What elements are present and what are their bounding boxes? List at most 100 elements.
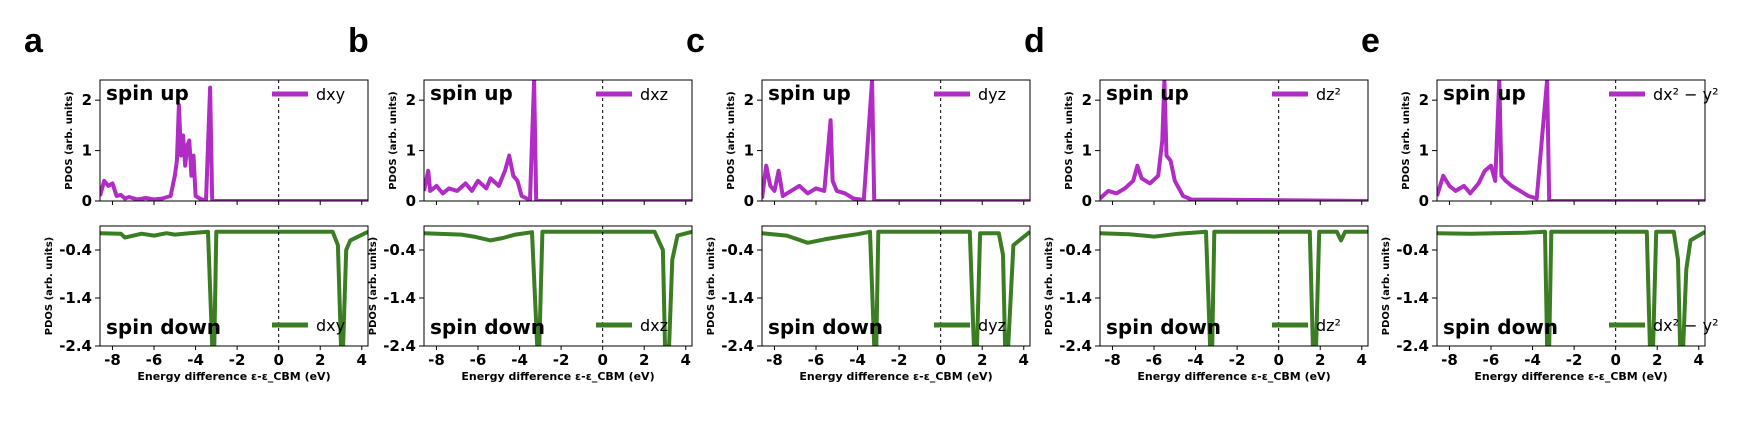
y-axis-label-down: PDOS (arb. units) [706, 237, 717, 335]
y-axis-label-up: PDOS (arb. units) [1401, 91, 1412, 189]
ytick-label: 0 [1082, 192, 1092, 210]
legend-label-up: dz² [1316, 85, 1341, 104]
ytick-label: 2 [1082, 91, 1092, 109]
ytick-label: -0.4 [59, 241, 92, 259]
axes-frame-down [1099, 225, 1369, 347]
xtick-label: 0 [597, 351, 607, 369]
xtick-label: 2 [977, 351, 987, 369]
axes-frame-down [761, 225, 1031, 347]
x-axis-label: Energy difference ε-ε_CBM (eV) [799, 370, 992, 383]
ytick-label: -2.4 [1396, 337, 1429, 355]
ytick-label: -2.4 [383, 337, 416, 355]
spin-down-series [762, 229, 1030, 346]
xtick-label: -6 [146, 351, 163, 369]
x-axis-label: Energy difference ε-ε_CBM (eV) [1137, 370, 1330, 383]
legend-label-up: dxy [316, 85, 345, 104]
spin-up-title: spin up [106, 81, 189, 105]
ytick-label: -0.4 [383, 241, 416, 259]
spin-down-series [100, 229, 368, 346]
axes-frame-up [1436, 79, 1706, 202]
axes-frame-up [1099, 79, 1369, 202]
xtick-label: -6 [1146, 351, 1163, 369]
xtick-label: 4 [681, 351, 691, 369]
axes-frame-up [99, 79, 369, 202]
xtick-label: -2 [1566, 351, 1583, 369]
x-axis-label: Energy difference ε-ε_CBM (eV) [137, 370, 330, 383]
spin-down-series [1100, 229, 1368, 346]
spin-up-series [424, 80, 692, 201]
xtick-label: -6 [1483, 351, 1500, 369]
y-axis-label-down: PDOS (arb. units) [44, 237, 55, 335]
xtick-label: -6 [808, 351, 825, 369]
panel-b: b 0 1 2 spin up dxz PDOS (arb. units) -0.4 -1.4 -… [348, 22, 693, 383]
axes-frame-down [1436, 225, 1706, 347]
xtick-label: -4 [1524, 351, 1541, 369]
y-axis-label-down: PDOS (arb. units) [368, 237, 379, 335]
y-axis-label-up: PDOS (arb. units) [1064, 91, 1075, 189]
ytick-label: -1.4 [1396, 289, 1429, 307]
ytick-label: -2.4 [1059, 337, 1092, 355]
spin-down-title: spin down [768, 315, 883, 339]
ytick-label: -2.4 [721, 337, 754, 355]
y-axis-label-up: PDOS (arb. units) [64, 91, 75, 189]
xtick-label: -8 [766, 351, 783, 369]
xtick-label: 2 [1652, 351, 1662, 369]
axes-frame-up [761, 79, 1031, 202]
ytick-label: 2 [744, 91, 754, 109]
xtick-label: 2 [315, 351, 325, 369]
panel-e: e 0 1 2 spin up dx² − y² PDOS (arb. units) -0.4… [1361, 22, 1719, 383]
ytick-label: -1.4 [59, 289, 92, 307]
ytick-label: -0.4 [1396, 241, 1429, 259]
xtick-label: -2 [229, 351, 246, 369]
y-axis-label-up: PDOS (arb. units) [388, 91, 399, 189]
spin-up-title: spin up [768, 81, 851, 105]
xtick-label: -2 [891, 351, 908, 369]
x-axis-label: Energy difference ε-ε_CBM (eV) [1474, 370, 1667, 383]
xtick-label: -8 [1441, 351, 1458, 369]
ytick-label: -1.4 [383, 289, 416, 307]
axes-frame-down [423, 225, 693, 347]
panel-label: a [24, 22, 44, 60]
xtick-label: -6 [470, 351, 487, 369]
ytick-label: -1.4 [1059, 289, 1092, 307]
spin-up-series [1100, 80, 1368, 201]
xtick-label: -4 [1187, 351, 1204, 369]
xtick-label: 4 [357, 351, 367, 369]
legend-label-down: dyz [978, 316, 1006, 335]
ytick-label: 1 [1082, 142, 1092, 160]
xtick-label: -8 [428, 351, 445, 369]
ytick-label: -0.4 [721, 241, 754, 259]
legend-label-down: dz² [1316, 316, 1341, 335]
axes-frame-down [99, 225, 369, 347]
legend-label-down: dxz [640, 316, 668, 335]
spin-up-series [762, 80, 1030, 201]
spin-up-title: spin up [1443, 81, 1526, 105]
xtick-label: -4 [849, 351, 866, 369]
ytick-label: 2 [82, 91, 92, 109]
ytick-label: 2 [406, 91, 416, 109]
spin-down-series [424, 229, 692, 346]
spin-up-series [100, 85, 368, 201]
ytick-label: -2.4 [59, 337, 92, 355]
xtick-label: -4 [511, 351, 528, 369]
xtick-label: 0 [273, 351, 283, 369]
panel-label: c [686, 22, 705, 60]
xtick-label: 0 [935, 351, 945, 369]
ytick-label: 1 [744, 142, 754, 160]
legend-label-up: dxz [640, 85, 668, 104]
ytick-label: 0 [1419, 192, 1429, 210]
legend-label-up: dyz [978, 85, 1006, 104]
ytick-label: 1 [406, 142, 416, 160]
xtick-label: 2 [639, 351, 649, 369]
y-axis-label-down: PDOS (arb. units) [1044, 237, 1055, 335]
xtick-label: 4 [1019, 351, 1029, 369]
legend-label-up: dx² − y² [1653, 85, 1719, 104]
panel-label: b [348, 22, 369, 60]
xtick-label: -8 [104, 351, 121, 369]
xtick-label: 4 [1357, 351, 1367, 369]
axes-frame-up [423, 79, 693, 202]
xtick-label: -2 [1229, 351, 1246, 369]
spin-down-title: spin down [106, 315, 221, 339]
ytick-label: 0 [744, 192, 754, 210]
